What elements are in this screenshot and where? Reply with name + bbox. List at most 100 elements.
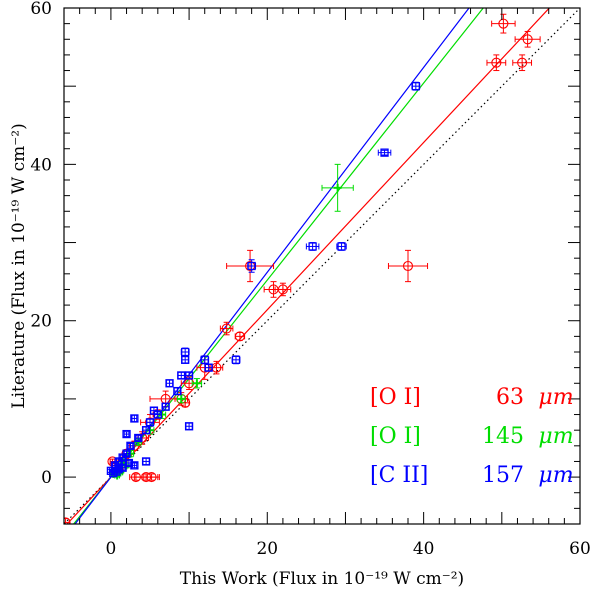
series-2-points [106, 81, 421, 478]
y-tick-label: 60 [30, 0, 52, 19]
ticks-group [63, 7, 581, 525]
one-to-one-reference-line [64, 8, 580, 524]
data-point [191, 378, 203, 389]
data-point [134, 433, 143, 443]
y-tick-label: 40 [30, 155, 52, 175]
data-point [177, 371, 186, 380]
square-marker [134, 433, 143, 443]
data-point [321, 163, 354, 212]
square-marker [141, 457, 151, 466]
x-tick-label: 60 [569, 539, 591, 559]
legend-wavelength-oi-63: 63 [496, 385, 524, 410]
y-tick-label: 0 [41, 468, 52, 488]
legend-wavelength-cii-157: 157 [482, 463, 524, 488]
data-point [274, 282, 292, 297]
square-marker [411, 82, 420, 91]
square-marker [124, 458, 134, 468]
data-point [141, 426, 151, 435]
data-point [165, 379, 174, 388]
data-point [491, 13, 516, 34]
square-marker [177, 371, 186, 380]
square-marker [184, 422, 194, 431]
circle-marker [522, 34, 533, 45]
square-marker [145, 418, 155, 427]
data-point [173, 386, 182, 396]
data-point [387, 249, 429, 283]
data-point [124, 458, 134, 468]
data-points-group [64, 13, 541, 524]
data-point [411, 81, 421, 91]
x-tick-label: 20 [256, 539, 278, 559]
square-marker [165, 379, 174, 388]
data-point [145, 418, 155, 427]
data-point [130, 414, 139, 423]
square-marker [308, 242, 317, 251]
square-marker [380, 148, 389, 157]
square-marker [204, 363, 213, 372]
square-marker [122, 429, 131, 439]
data-point [514, 30, 541, 48]
circle-marker [146, 472, 157, 483]
reference-line-group [64, 8, 580, 524]
square-marker [141, 426, 151, 435]
circle-marker [234, 331, 245, 342]
data-point [234, 331, 246, 342]
legend-label-oi-63: [O I] [370, 385, 421, 410]
circle-marker [517, 57, 528, 68]
data-point [512, 54, 533, 72]
legend-unit-oi-145: μm [538, 424, 573, 449]
legend-label-cii-157: [C II] [370, 463, 428, 488]
data-point [231, 355, 241, 365]
data-point [377, 148, 392, 157]
data-point [204, 363, 213, 372]
square-marker [106, 466, 116, 475]
legend-unit-oi-63: μm [538, 385, 573, 410]
square-marker [181, 355, 190, 364]
square-marker [184, 371, 194, 380]
circle-marker [402, 260, 414, 272]
y-tick-label: 20 [30, 312, 52, 332]
data-point [176, 394, 186, 404]
data-point [141, 457, 151, 466]
x-tick-label: 40 [413, 539, 435, 559]
x-axis-label: This Work (Flux in 10⁻¹⁹ W cm⁻²) [180, 569, 464, 589]
data-point [219, 321, 234, 336]
square-marker [200, 355, 209, 364]
data-point [126, 441, 135, 450]
circle-marker [277, 284, 288, 295]
plot-frame [63, 7, 581, 525]
data-point [184, 422, 194, 431]
square-marker [130, 414, 139, 423]
data-point [247, 259, 257, 273]
square-marker [173, 386, 182, 396]
square-marker [118, 463, 127, 472]
square-marker [181, 347, 190, 357]
data-point [336, 242, 347, 251]
data-point [106, 466, 116, 475]
square-marker [247, 261, 256, 271]
square-marker [231, 355, 241, 364]
legend: [O I] 63 μm [O I] 145 μm [C II] 157 μm [370, 385, 574, 488]
legend-entry-oi-63: [O I] 63 μm [370, 385, 574, 410]
legend-entry-oi-145: [O I] 145 μm [370, 424, 574, 449]
x-tick-label: 0 [105, 539, 116, 559]
legend-wavelength-oi-145: 145 [482, 424, 524, 449]
data-point [122, 429, 131, 439]
data-point [161, 402, 170, 411]
legend-label-oi-145: [O I] [370, 424, 421, 449]
square-marker [337, 242, 346, 251]
data-point [64, 517, 71, 524]
data-point [184, 371, 194, 380]
data-point [143, 472, 160, 483]
tick-labels-group: 0 20 40 60 0 20 40 60 [30, 0, 590, 559]
data-point [486, 54, 507, 72]
square-marker [149, 406, 159, 415]
data-point [305, 242, 320, 251]
y-axis-label: Literature (Flux in 10⁻¹⁹ W cm⁻²) [9, 123, 29, 408]
legend-entry-cii-157: [C II] 157 μm [370, 463, 574, 488]
circle-marker [498, 18, 509, 29]
data-point [149, 406, 159, 415]
circle-marker [491, 57, 502, 68]
